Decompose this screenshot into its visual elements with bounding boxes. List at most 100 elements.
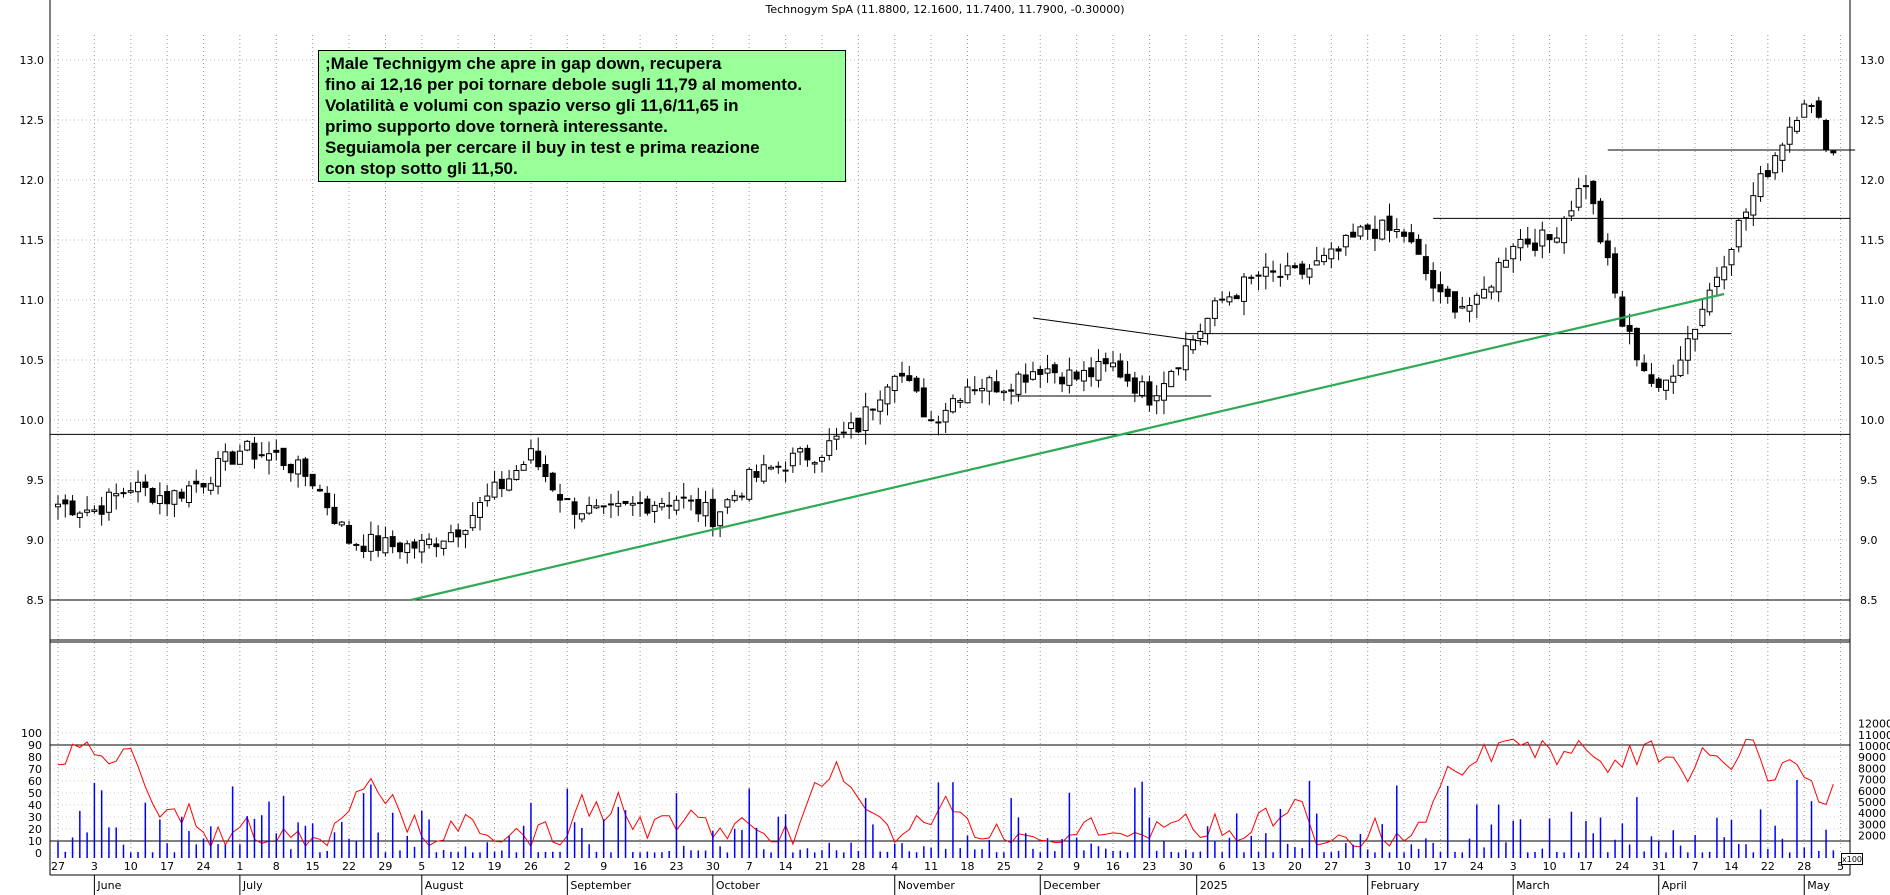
candlestick-series: [55, 96, 1837, 564]
date-tick-label: 5: [418, 860, 425, 873]
candle-up: [1684, 338, 1691, 361]
candle-down: [1626, 324, 1633, 332]
candle-up: [469, 514, 476, 529]
candle-up: [1190, 339, 1197, 351]
oscillator-tick-label: 0: [35, 847, 42, 860]
candle-up: [1692, 328, 1699, 340]
candle-up: [1153, 395, 1160, 402]
candle-down: [1597, 200, 1604, 243]
candle-up: [738, 495, 745, 498]
candle-up: [1110, 362, 1117, 368]
candle-down: [375, 535, 382, 551]
candle-up: [1517, 238, 1524, 249]
candle-up: [724, 499, 731, 508]
candle-up: [1029, 371, 1036, 380]
uptrend-line: [410, 292, 1725, 602]
candle-up: [1328, 248, 1335, 260]
axis-labels: 27 3 10 17 24 1 8 15 22 29 5 12 19 26 2 9 16 23 30 7 14 21 28 4…: [20, 54, 1890, 892]
date-tick-label: 27: [1324, 860, 1338, 873]
candle-down: [316, 488, 323, 492]
annotation-line: primo supporto dove tornerà interessante…: [325, 117, 668, 136]
candle-up: [338, 521, 345, 526]
candle-down: [1524, 238, 1531, 245]
candle-up: [1488, 286, 1495, 293]
candle-up: [1561, 217, 1568, 244]
candle-down: [935, 421, 942, 424]
oscillator-tick-label: 50: [28, 787, 42, 800]
candle-up: [1575, 188, 1582, 208]
month-label: February: [1371, 879, 1420, 892]
date-tick-label: 30: [706, 860, 720, 873]
candle-down: [1073, 371, 1080, 380]
date-tick-label: 17: [1433, 860, 1447, 873]
annotation-line: Seguiamola per cercare il buy in test e …: [325, 138, 760, 157]
date-tick-label: 29: [378, 860, 392, 873]
candle-up: [1313, 260, 1320, 266]
candle-up: [949, 398, 956, 413]
candle-up: [775, 465, 782, 468]
candle-up: [1662, 379, 1669, 391]
candle-down: [1451, 291, 1458, 313]
candle-up: [404, 543, 411, 553]
candle-up: [1226, 296, 1233, 303]
candle-up: [1808, 104, 1815, 107]
candle-down: [1102, 358, 1109, 365]
candle-up: [746, 468, 753, 500]
candle-up: [877, 399, 884, 412]
candle-down: [1291, 265, 1298, 269]
candle-down: [1444, 288, 1451, 297]
candle-down: [396, 542, 403, 553]
panel-frames: [49, 0, 1851, 895]
candle-up: [789, 452, 796, 467]
date-tick-label: 25: [997, 860, 1011, 873]
candle-down: [571, 501, 578, 515]
date-tick-label: 23: [669, 860, 683, 873]
support-resistance-lines: [50, 149, 1856, 842]
date-tick-label: 26: [524, 860, 538, 873]
candle-down: [1037, 368, 1044, 375]
candle-up: [1306, 268, 1313, 278]
date-tick-label: 28: [1797, 860, 1811, 873]
candle-down: [1830, 150, 1837, 154]
candle-down: [920, 387, 927, 418]
month-label: October: [716, 879, 760, 892]
candle-up: [1095, 361, 1102, 381]
candle-down: [993, 381, 1000, 393]
candle-down: [229, 451, 236, 465]
triangle-upper-line: [1032, 317, 1208, 343]
date-tick-label: 7: [1692, 860, 1699, 873]
candle-up: [1473, 294, 1480, 305]
price-tick-label-right: 10.0: [1860, 414, 1885, 427]
candle-up: [1015, 373, 1022, 395]
candle-down: [549, 472, 556, 491]
volume-series: [57, 779, 1835, 858]
volume-tick-label: 10000: [1858, 740, 1890, 753]
candle-up: [462, 530, 469, 535]
candle-down: [1641, 362, 1648, 372]
date-tick-label: 16: [1106, 860, 1120, 873]
candle-down: [98, 505, 105, 515]
date-tick-label: 17: [160, 860, 174, 873]
price-tick-label-right: 10.5: [1860, 354, 1885, 367]
price-tick-label-right: 8.5: [1860, 594, 1878, 607]
candle-down: [622, 500, 629, 504]
candle-up: [578, 513, 585, 520]
date-tick-label: 10: [1397, 860, 1411, 873]
candle-up: [826, 440, 833, 456]
candle-down: [1633, 327, 1640, 361]
price-tick-label-right: 9.5: [1860, 474, 1878, 487]
date-tick-label: 27: [51, 860, 65, 873]
date-tick-label: 14: [1724, 860, 1738, 873]
candle-down: [1117, 360, 1124, 378]
oscillator-tick-label: 40: [28, 799, 42, 812]
candle-down: [1219, 298, 1226, 301]
candle-up: [1160, 383, 1167, 401]
candle-down: [164, 491, 171, 505]
oscillator-line: [57, 738, 1834, 848]
candle-down: [411, 541, 418, 549]
candle-down: [273, 449, 280, 453]
oscillator-tick-label: 60: [28, 775, 42, 788]
candle-down: [709, 498, 716, 528]
candle-up: [295, 459, 302, 475]
